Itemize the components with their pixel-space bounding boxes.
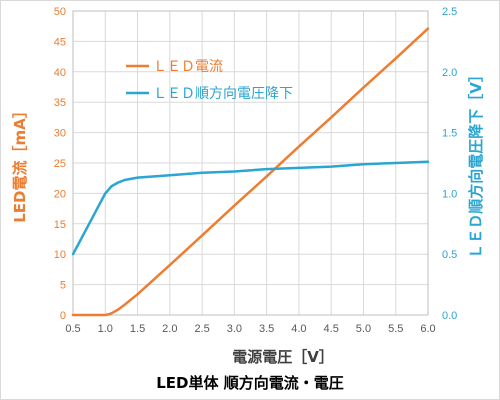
x-tick-label: 2.0: [162, 323, 177, 335]
y-left-tick-label: 30: [54, 128, 66, 140]
x-tick-label: 2.5: [194, 323, 209, 335]
y-left-tick-label: 35: [54, 97, 66, 109]
y-right-tick-label: 1.5: [442, 128, 457, 140]
y-right-tick-label: 1.0: [442, 188, 457, 200]
x-tick-label: 5.5: [388, 323, 403, 335]
x-tick-label: 4.5: [324, 323, 339, 335]
y-left-tick-label: 5: [60, 280, 66, 292]
legend-label-voltage: ＬＥＤ順方向電圧降下: [153, 86, 293, 102]
right-axis-ticks: 0.0 0.5 1.0 1.5 2.0 2.5: [442, 6, 457, 322]
x-axis-title: 電源電圧［V］: [232, 348, 334, 366]
y-left-tick-label: 20: [54, 188, 66, 200]
x-axis-ticks: 0.5 1.0 1.5 2.0 2.5 3.0 3.5 4.0 4.5 5.0 5.5 6.0: [65, 323, 435, 335]
x-tick-label: 1.5: [130, 323, 145, 335]
y-left-tick-label: 10: [54, 249, 66, 261]
y-left-tick-label: 45: [54, 36, 66, 48]
series-line-led-current: [71, 27, 430, 317]
series-line-forward-voltage: [71, 160, 430, 256]
y-right-tick-label: 2.0: [442, 67, 457, 79]
x-tick-label: 3.0: [227, 323, 242, 335]
y-left-tick-label: 25: [54, 158, 66, 170]
y-left-tick-label: 40: [54, 67, 66, 79]
series-layer: [71, 27, 430, 317]
x-tick-label: 1.0: [98, 323, 113, 335]
x-tick-label: 6.0: [420, 323, 435, 335]
x-tick-label: 0.5: [65, 323, 80, 335]
legend: ＬＥＤ電流 ＬＥＤ順方向電圧降下: [126, 59, 293, 102]
y-right-axis-title: ＬＥＤ順方向電圧降下［V］: [467, 67, 485, 259]
x-tick-label: 3.5: [259, 323, 274, 335]
y-right-tick-label: 2.5: [442, 6, 457, 18]
left-axis-ticks: 0 5 10 15 20 25 30 35 40 45 50: [54, 6, 66, 322]
chart-title: LED単体 順方向電流・電圧: [156, 374, 343, 392]
x-tick-label: 4.0: [291, 323, 306, 335]
y-left-axis-title: LED電流［mA］: [11, 103, 29, 223]
y-right-tick-label: 0.5: [442, 249, 457, 261]
legend-label-current: ＬＥＤ電流: [153, 59, 223, 75]
y-right-tick-label: 0.0: [442, 310, 457, 322]
y-left-tick-label: 0: [60, 310, 66, 322]
x-tick-label: 5.0: [356, 323, 371, 335]
y-left-tick-label: 50: [54, 6, 66, 18]
y-left-tick-label: 15: [54, 219, 66, 231]
